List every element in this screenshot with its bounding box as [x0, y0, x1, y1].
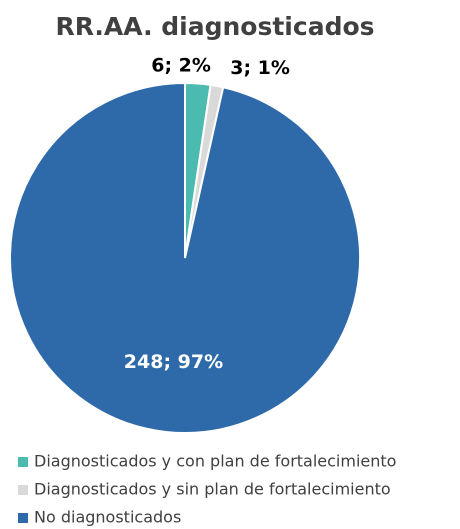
data-label: 3; 1% [230, 57, 290, 79]
legend-label: Diagnosticados y sin plan de fortalecimi… [34, 480, 391, 499]
data-label: 248; 97% [124, 351, 223, 373]
pie-slice [9, 81, 361, 434]
legend-swatch [18, 457, 28, 467]
legend-swatch [18, 485, 28, 495]
legend-swatch [18, 513, 28, 523]
legend-label: No diagnosticados [34, 508, 181, 527]
data-label: 6; 2% [151, 55, 211, 77]
legend-label: Diagnosticados y con plan de fortalecimi… [34, 452, 396, 471]
chart-title: RR.AA. diagnosticados [55, 12, 374, 41]
